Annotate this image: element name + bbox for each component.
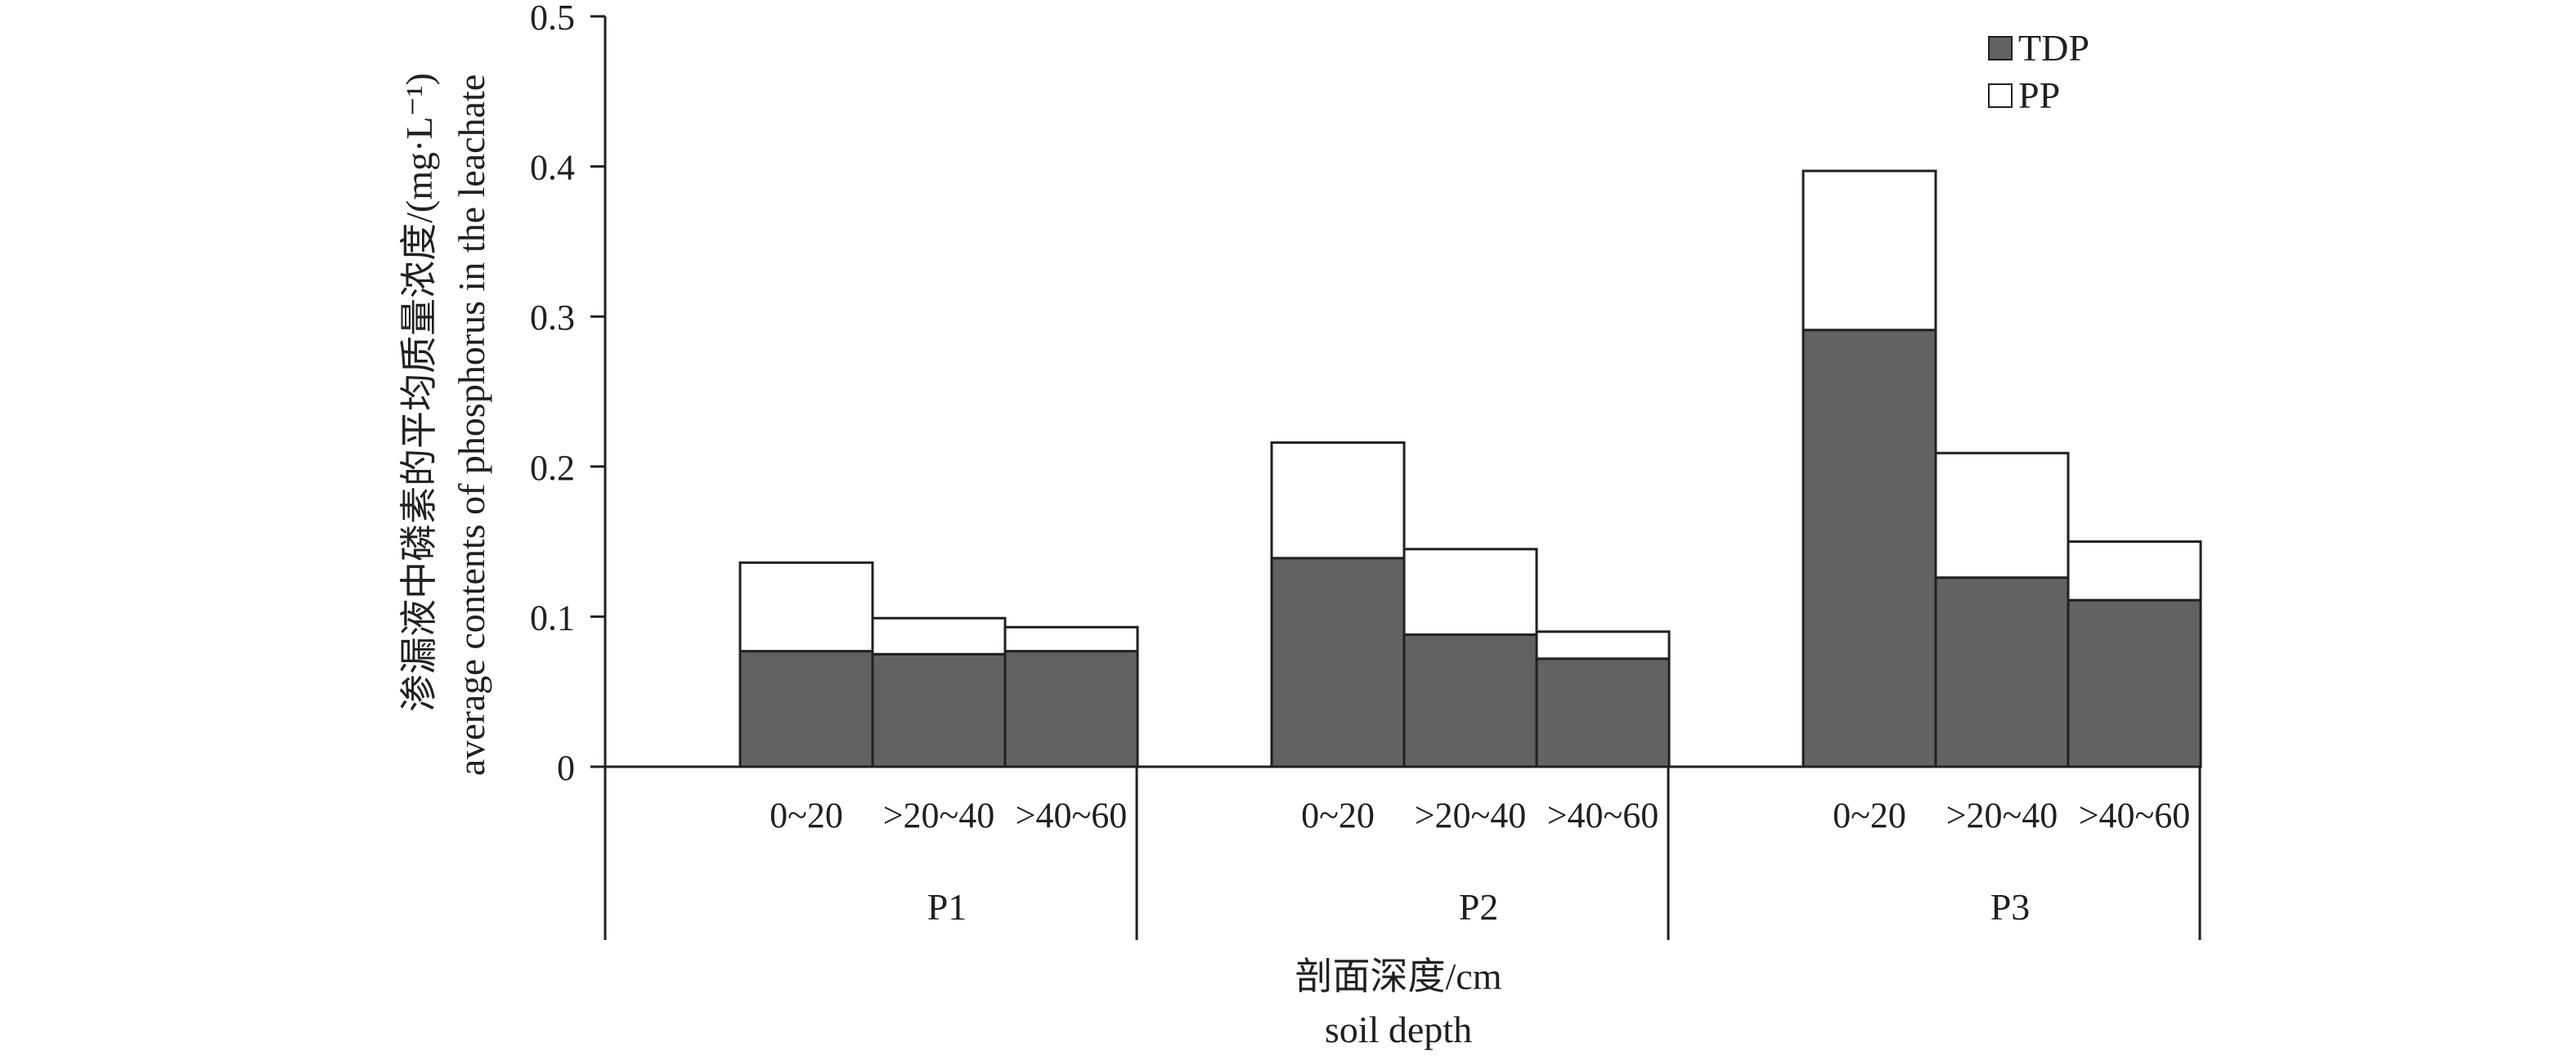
bar-tdp-p3-1 xyxy=(1802,329,1937,768)
x-axis-title-cn: 剖面深度/cm xyxy=(1295,956,1502,997)
y-axis-title-en: average contents of phosphorus in the le… xyxy=(451,74,492,776)
bar-tdp-p2-3 xyxy=(1535,657,1671,768)
bar-tdp-p2-2 xyxy=(1402,633,1538,768)
x-axis-title-en: soil depth xyxy=(1325,1009,1472,1050)
legend-label-tdp: TDP xyxy=(2018,27,2089,69)
legend-swatch-tdp xyxy=(1988,36,2013,60)
category-label-p2-2: >20~40 xyxy=(1415,795,1527,835)
bar-pp-p1-2 xyxy=(871,616,1007,656)
bar-pp-p2-1 xyxy=(1270,441,1406,560)
category-label-p2-1: 0~20 xyxy=(1301,795,1375,835)
bar-tdp-p3-2 xyxy=(1934,576,2070,768)
bar-tdp-p3-3 xyxy=(2067,598,2202,768)
bar-pp-p1-3 xyxy=(1003,625,1139,653)
bars-layer xyxy=(738,169,2202,768)
group-label-p2: P2 xyxy=(1459,886,1499,928)
y-tick-label-0.1: 0.1 xyxy=(530,598,575,638)
legend-swatch-pp xyxy=(1988,83,2013,108)
y-axis-title-cn: 渗漏液中磷素的平均质量浓度/(mg·L⁻¹) xyxy=(398,73,440,712)
bar-pp-p3-3 xyxy=(2067,540,2202,602)
category-label-p1-3: >40~60 xyxy=(1016,795,1128,835)
category-label-p3-3: >40~60 xyxy=(2079,795,2191,835)
bar-tdp-p1-2 xyxy=(871,652,1007,768)
category-label-p1-2: >20~40 xyxy=(883,795,995,835)
y-tick-label-0.3: 0.3 xyxy=(530,298,575,338)
bar-tdp-p1-3 xyxy=(1003,650,1139,768)
bar-pp-p3-1 xyxy=(1802,169,1937,332)
bar-pp-p2-3 xyxy=(1535,630,1671,660)
legend: TDP PP xyxy=(1988,27,2089,116)
category-label-p3-1: 0~20 xyxy=(1833,795,1906,835)
y-tick-label-0.4: 0.4 xyxy=(530,148,575,188)
category-label-p3-2: >20~40 xyxy=(1946,795,2058,835)
bar-pp-p1-1 xyxy=(738,561,874,653)
bar-pp-p2-2 xyxy=(1402,548,1538,636)
group-label-p3: P3 xyxy=(1990,886,2031,928)
y-tick-label-0.2: 0.2 xyxy=(530,448,575,488)
category-label-p1-1: 0~20 xyxy=(770,795,843,835)
bar-tdp-p2-1 xyxy=(1270,557,1406,768)
axes-layer xyxy=(590,15,2201,940)
y-tick-label-0.5: 0.5 xyxy=(530,0,575,38)
bar-pp-p3-2 xyxy=(1934,451,2070,580)
group-label-p1: P1 xyxy=(927,886,967,928)
y-tick-label-0: 0 xyxy=(557,748,575,788)
legend-label-pp: PP xyxy=(2018,74,2060,116)
labels-layer: 0~20 >20~40 >40~60 P1 0~20 >20~40 >40~60 P2 0~20… xyxy=(530,0,2190,928)
bar-tdp-p1-1 xyxy=(738,650,874,768)
category-label-p2-3: >40~60 xyxy=(1547,795,1659,835)
